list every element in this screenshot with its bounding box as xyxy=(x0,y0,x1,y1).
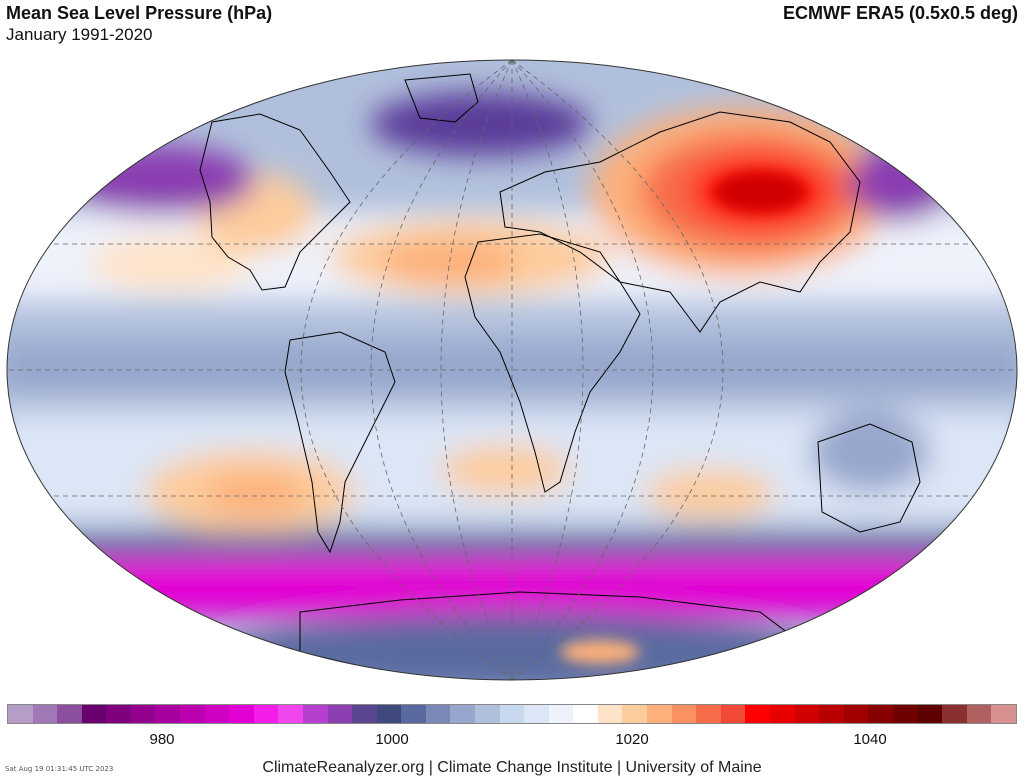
colorbar-swatch xyxy=(769,705,795,723)
colorbar-swatch xyxy=(474,705,500,723)
colorbar-tick-1000: 1000 xyxy=(375,731,409,748)
colorbar-swatch xyxy=(524,705,549,723)
colorbar-swatch xyxy=(917,705,942,723)
colorbar-swatch xyxy=(671,705,697,723)
greenland-outline xyxy=(404,73,479,123)
siberian-high-peak xyxy=(715,172,805,212)
australia-outline xyxy=(817,423,921,533)
colorbar-swatch xyxy=(106,705,131,723)
colorbar xyxy=(7,704,1017,724)
south-pacific-high-core xyxy=(205,474,305,514)
colorbar-swatch xyxy=(597,705,623,723)
colorbar-swatch xyxy=(425,705,451,723)
colorbar-swatch xyxy=(57,705,82,723)
colorbar-swatch xyxy=(376,705,402,723)
colorbar-swatch xyxy=(991,705,1016,723)
pressure-field xyxy=(7,60,1017,680)
globe-border xyxy=(6,59,1018,681)
colorbar-swatch xyxy=(819,705,844,723)
colorbar-swatch xyxy=(278,705,303,723)
colorbar-swatch xyxy=(868,705,893,723)
colorbar-swatch xyxy=(622,705,648,723)
pacific-high xyxy=(90,236,250,292)
world-pressure-map xyxy=(6,59,1018,681)
colorbar-swatch xyxy=(499,705,525,723)
australia-low xyxy=(810,412,930,492)
colorbar-swatch xyxy=(327,705,353,723)
dataset-label: ECMWF ERA5 (0.5x0.5 deg) xyxy=(782,3,1018,23)
colorbar-tick-980: 980 xyxy=(149,731,175,748)
south-atlantic-high xyxy=(440,445,570,495)
colorbar-swatch xyxy=(81,705,107,723)
graticule xyxy=(7,60,1017,680)
colorbar-swatch xyxy=(720,705,746,723)
colorbar-swatch xyxy=(401,705,426,723)
colorbar-swatch xyxy=(204,705,230,723)
colorbar-swatch xyxy=(892,705,918,723)
colorbar-swatch xyxy=(8,705,33,723)
antarctic-plateau-high xyxy=(560,640,640,664)
colorbar-swatch xyxy=(843,705,869,723)
colorbar-swatch xyxy=(696,705,721,723)
colorbar-swatch xyxy=(647,705,672,723)
icelandic-low xyxy=(370,92,590,156)
colorbar-swatch xyxy=(352,705,377,723)
colorbar-swatch xyxy=(548,705,574,723)
indian-ocean-high xyxy=(645,469,775,519)
colorbar-swatch xyxy=(941,705,967,723)
colorbar-swatch xyxy=(966,705,992,723)
timestamp: Sat Aug 19 01:31:45 UTC 2023 xyxy=(5,765,114,773)
south-america-outline xyxy=(284,331,396,554)
colorbar-tick-1020: 1020 xyxy=(615,731,649,748)
colorbar-swatch xyxy=(229,705,254,723)
africa-outline xyxy=(464,233,641,493)
colorbar-swatch xyxy=(794,705,820,723)
colorbar-swatch xyxy=(302,705,328,723)
colorbar-tick-1040: 1040 xyxy=(853,731,887,748)
aleutian-low-east xyxy=(850,142,950,222)
colorbar-swatch xyxy=(450,705,475,723)
colorbar-swatch xyxy=(155,705,181,723)
colorbar-swatch xyxy=(573,705,598,723)
colorbar-swatch xyxy=(745,705,770,723)
colorbar-swatch xyxy=(253,705,279,723)
colorbar-swatch xyxy=(180,705,205,723)
map-title: Mean Sea Level Pressure (hPa) xyxy=(6,3,273,23)
eurasia-outline xyxy=(499,111,861,333)
colorbar-swatch xyxy=(130,705,156,723)
map-subtitle: January 1991-2020 xyxy=(6,25,153,44)
credit-line: ClimateReanalyzer.org | Climate Change I… xyxy=(262,759,762,776)
colorbar-swatch xyxy=(32,705,58,723)
aleutian-low xyxy=(65,145,255,215)
north-america-outline xyxy=(199,113,351,291)
